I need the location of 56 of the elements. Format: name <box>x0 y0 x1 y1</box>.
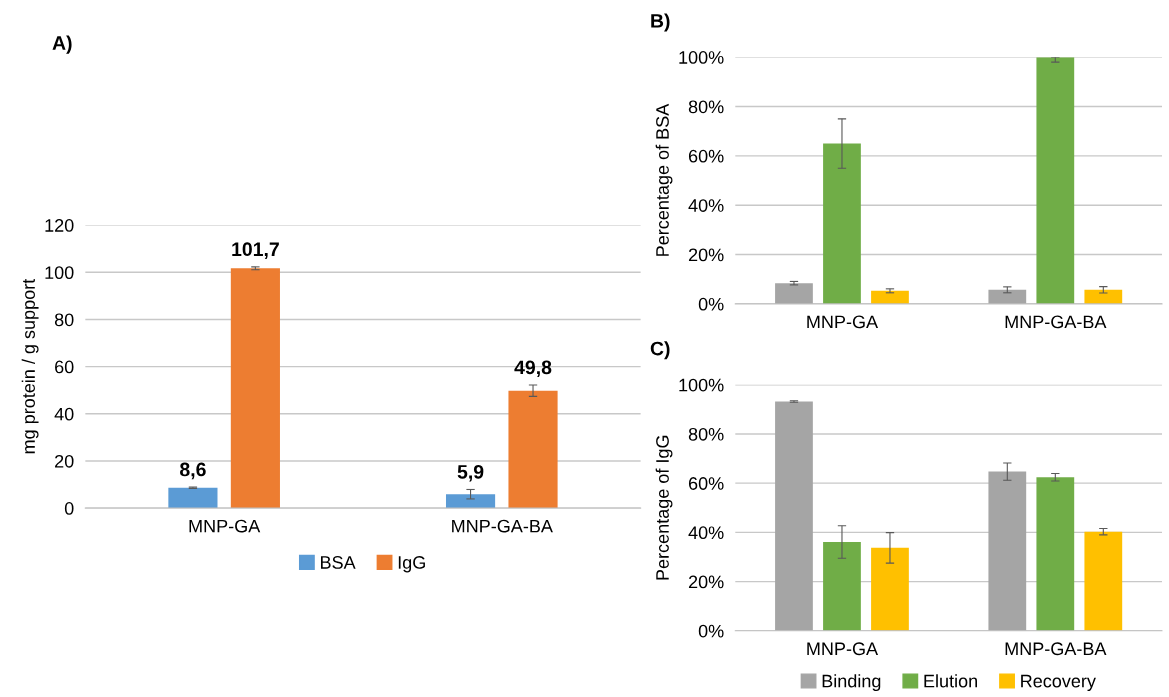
bar <box>1036 57 1075 304</box>
bar <box>823 143 861 304</box>
y-tick-label: 40 <box>54 407 74 421</box>
bar <box>168 487 218 509</box>
y-tick-label: 60% <box>688 149 724 163</box>
chart-title: B) <box>651 13 670 32</box>
x-tick-label: MNP-GA <box>807 642 879 656</box>
bar <box>1084 289 1123 304</box>
y-tick-label: 80% <box>688 100 724 114</box>
chart-title: A) <box>52 35 72 54</box>
data-label: 8,6 <box>180 462 206 480</box>
y-tick-label: 120 <box>45 219 74 232</box>
y-tick-label: 20% <box>688 575 724 589</box>
x-tick-label: MNP-GA-BA <box>1005 642 1107 656</box>
y-tick-label: 80 <box>54 313 74 327</box>
y-tick-label: 20 <box>55 454 74 468</box>
legend-label: Elution <box>924 674 977 688</box>
legend-label: Recovery <box>1021 674 1096 692</box>
bar <box>823 541 861 631</box>
data-label: 101,7 <box>232 242 279 259</box>
bar <box>508 390 558 509</box>
y-tick-label: 0% <box>698 624 724 638</box>
bar <box>775 401 813 631</box>
legend-label: BSA <box>321 556 356 569</box>
y-tick-label: 100 <box>45 266 74 280</box>
y-tick-label: 40% <box>688 526 724 540</box>
y-tick-label: 60 <box>55 360 74 374</box>
legend-label: Binding <box>822 674 881 692</box>
legend-label: IgG <box>398 556 425 573</box>
bar <box>988 289 1027 304</box>
bar <box>1036 477 1075 631</box>
x-tick-label: MNP-GA <box>807 315 879 329</box>
y-axis-title: Percentage of IgG <box>655 435 673 580</box>
data-label: 5,9 <box>457 464 484 482</box>
y-tick-label: 80% <box>688 427 724 441</box>
y-tick-label: 40% <box>688 199 724 212</box>
bar <box>230 268 280 509</box>
bar <box>871 290 909 304</box>
y-tick-label: 0 <box>64 502 74 515</box>
x-tick-label: MNP-GA-BA <box>1005 315 1107 329</box>
y-tick-label: 0% <box>698 297 724 311</box>
y-tick-label: 100% <box>679 378 724 392</box>
y-axis-title: Percentage of BSA <box>655 103 673 256</box>
bar <box>1084 531 1123 631</box>
x-tick-label: MNP-GA <box>189 519 261 533</box>
chart-title: C) <box>650 341 670 360</box>
bar <box>775 283 813 304</box>
y-tick-label: 20% <box>688 248 724 262</box>
bar <box>445 494 496 509</box>
y-tick-label: 60% <box>688 477 724 490</box>
bar <box>871 547 909 631</box>
y-tick-label: 100% <box>679 51 724 64</box>
bar <box>988 471 1027 631</box>
x-tick-label: MNP-GA-BA <box>452 519 553 533</box>
data-label: 49,8 <box>514 360 552 378</box>
y-axis-title: mg protein / g support <box>21 278 39 454</box>
